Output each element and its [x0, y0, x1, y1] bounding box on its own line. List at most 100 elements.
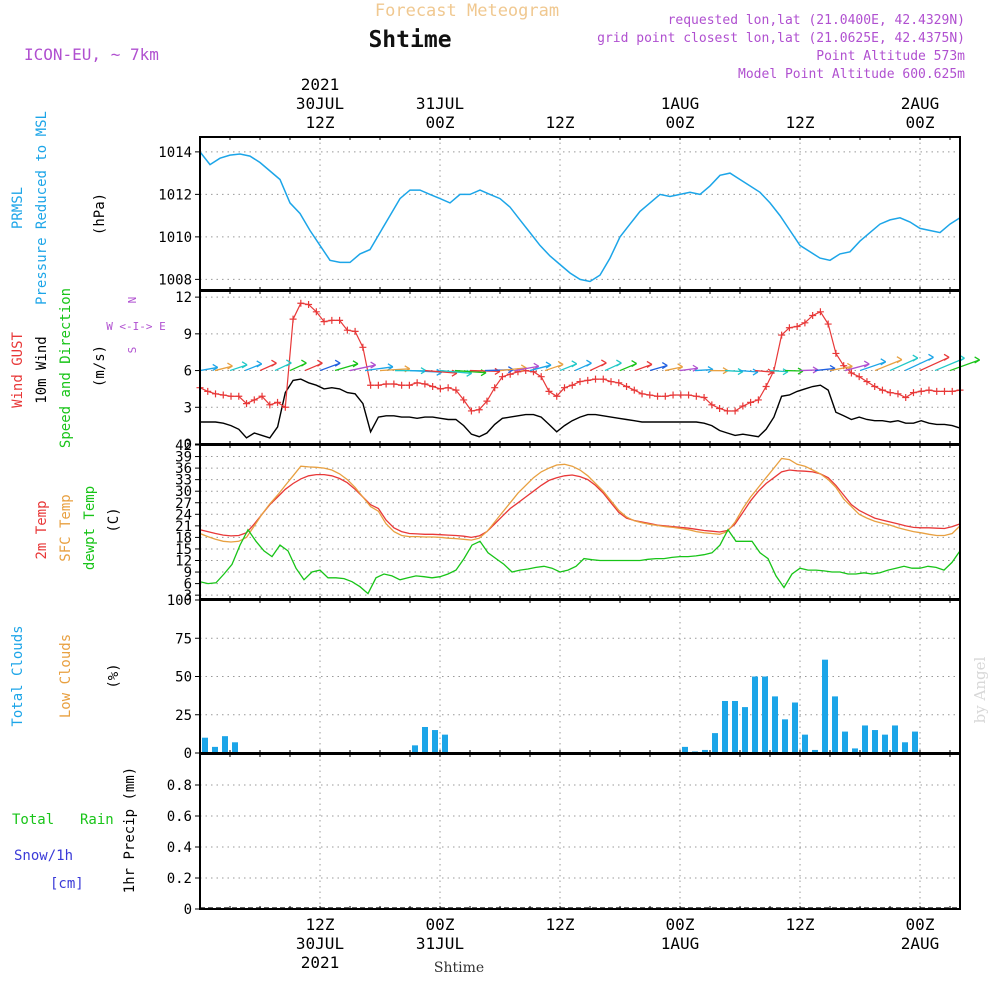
gust-marker: [661, 392, 669, 400]
wind-arrow-head: [692, 364, 699, 372]
panel-frame: [199, 136, 961, 291]
wind-arrow: [949, 359, 980, 372]
p5-label-cm: [cm]: [50, 876, 84, 892]
gust-marker: [809, 311, 817, 319]
cloud-bar: [712, 733, 718, 753]
p2-label-speed: Speed and Direction: [58, 288, 74, 448]
p5-label-rain: Rain: [80, 812, 114, 828]
wind-arrow-head: [285, 359, 292, 367]
wind-arrow: [424, 369, 457, 374]
gust-marker: [747, 398, 755, 406]
y-tick-label: 0.2: [167, 871, 192, 887]
y-tick-label: 42: [175, 438, 192, 454]
wind-arrow: [379, 368, 410, 372]
p3-label-unit: (C): [106, 507, 122, 532]
cloud-bar: [802, 734, 808, 753]
gust-marker: [731, 407, 739, 415]
p4-label-unit: (%): [106, 663, 122, 688]
y-tick-label: 75: [175, 631, 192, 647]
cloud-bar: [762, 676, 768, 753]
wind-arrow-head: [352, 360, 359, 368]
gust-marker: [405, 381, 413, 389]
p1-label-prmsl: PRMSL: [10, 187, 26, 229]
t2m-line: [199, 469, 961, 539]
x-top-label: 1AUG: [661, 94, 700, 113]
cloud-bar: [442, 734, 448, 753]
gust-marker: [878, 386, 886, 394]
gust-marker: [545, 387, 553, 395]
y-tick-label: 12: [175, 554, 192, 570]
y-tick-label: 1008: [158, 272, 192, 288]
cloud-bar: [892, 725, 898, 753]
wind-arrow-head: [370, 361, 376, 369]
gust-marker: [832, 349, 840, 357]
y-tick-label: 9: [184, 327, 192, 343]
cloud-bar: [202, 737, 208, 753]
gust-marker: [382, 380, 390, 388]
gust-marker: [716, 405, 724, 413]
gust-marker: [863, 378, 871, 386]
wind-arrow: [679, 367, 698, 372]
gust-marker: [250, 396, 258, 404]
gust-marker: [638, 390, 646, 398]
wind10-line: [200, 378, 961, 439]
gust-marker: [289, 315, 297, 323]
y-tick-label: 1010: [158, 230, 192, 246]
compass-s: S: [126, 347, 139, 354]
wind-arrow-head: [846, 362, 853, 370]
wind-arrow-head: [256, 360, 263, 368]
gust-marker: [623, 382, 631, 390]
gust-marker: [816, 308, 824, 316]
wind-arrow-head: [928, 353, 934, 361]
wind-arrow: [754, 369, 773, 373]
wind-arrow: [739, 369, 758, 373]
gust-marker: [917, 387, 925, 395]
wind-arrow: [724, 369, 744, 373]
cloud-bar: [212, 746, 218, 753]
x-bottom-label: 1AUG: [661, 934, 700, 953]
wind-arrow: [214, 365, 233, 372]
wind-arrow-head: [646, 360, 653, 368]
cloud-bar: [812, 749, 818, 753]
cloud-bar: [772, 696, 778, 753]
gust-marker: [801, 319, 809, 327]
wind-arrow: [349, 364, 376, 372]
compass-n: N: [126, 297, 139, 304]
wind-arrow: [844, 363, 870, 372]
wind-arrow: [334, 363, 359, 372]
p1-label-pressure: Pressure Reduced to MSL: [34, 111, 50, 305]
wind-arrow: [364, 366, 394, 372]
wind-arrow-head: [943, 353, 950, 361]
gust-marker: [925, 386, 933, 394]
wind-arrow-head: [586, 359, 592, 367]
y-tick-label: 24: [175, 507, 192, 523]
y-tick-label: 15: [175, 542, 192, 558]
wind-arrow-head: [241, 361, 248, 369]
footer-location: Shtime: [434, 960, 484, 976]
gust-marker: [723, 407, 731, 415]
p4-label-low: Low Clouds: [58, 634, 74, 718]
p2-label-wind: 10m Wind: [34, 336, 50, 403]
wind-arrow: [529, 364, 552, 372]
gust-marker: [320, 318, 328, 326]
gust-marker: [421, 380, 429, 388]
x-top-label: 2021: [301, 75, 340, 94]
wind-arrow: [469, 369, 500, 373]
gust-marker: [204, 387, 212, 395]
x-bottom-label: 00Z: [906, 915, 935, 934]
panel-frame: [199, 753, 961, 910]
cloud-bar: [702, 749, 708, 753]
cloud-bar: [682, 746, 688, 753]
p3-label-2m: 2m Temp: [34, 500, 50, 559]
gust-marker: [886, 389, 894, 397]
requested-coords: requested lon,lat (21.0400E, 42.4329N): [668, 13, 965, 28]
cloud-bar: [852, 748, 858, 753]
gust-marker: [297, 299, 305, 307]
gust-marker: [266, 401, 274, 409]
wind-arrow-head: [334, 359, 341, 367]
p5-label-total: Total: [12, 812, 54, 828]
gust-marker: [305, 300, 313, 308]
wind-arrow-head: [317, 359, 323, 367]
location-title: Shtime: [368, 27, 451, 53]
y-tick-label: 0.4: [167, 840, 192, 856]
